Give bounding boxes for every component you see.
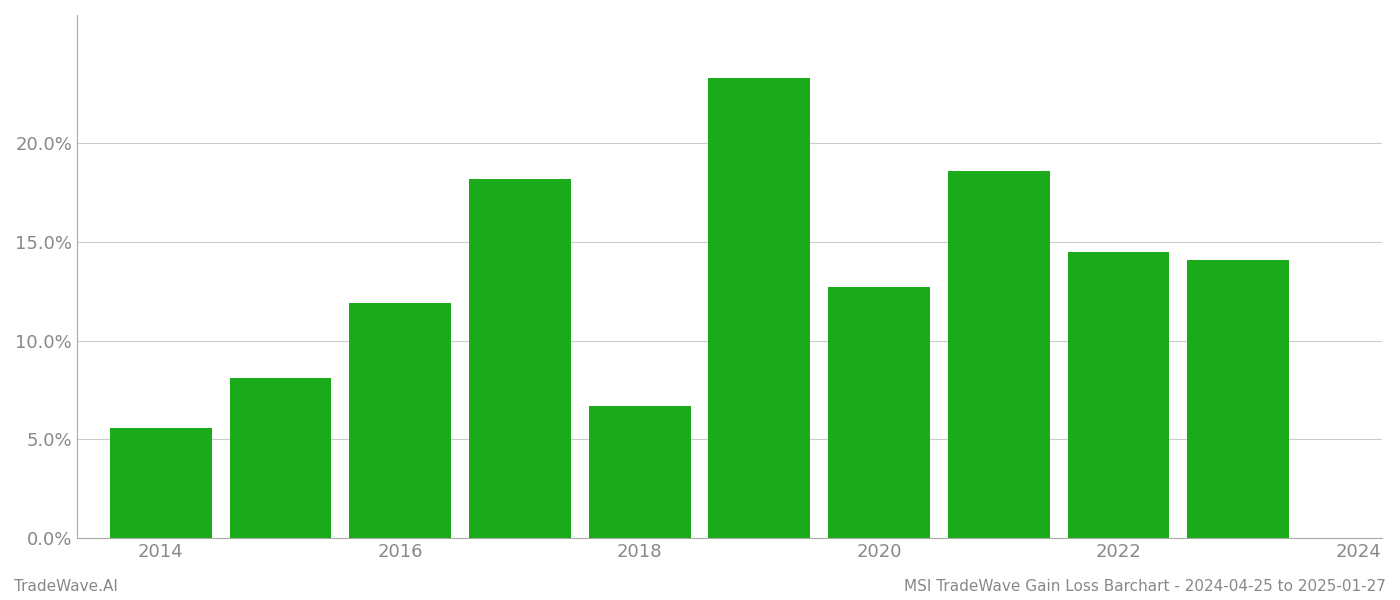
Text: MSI TradeWave Gain Loss Barchart - 2024-04-25 to 2025-01-27: MSI TradeWave Gain Loss Barchart - 2024-…: [904, 579, 1386, 594]
Bar: [948, 171, 1050, 538]
Bar: [109, 428, 211, 538]
Bar: [1187, 260, 1289, 538]
Bar: [708, 78, 811, 538]
Bar: [469, 179, 571, 538]
Bar: [1068, 252, 1169, 538]
Bar: [230, 378, 332, 538]
Bar: [349, 303, 451, 538]
Bar: [829, 287, 930, 538]
Text: TradeWave.AI: TradeWave.AI: [14, 579, 118, 594]
Bar: [589, 406, 690, 538]
